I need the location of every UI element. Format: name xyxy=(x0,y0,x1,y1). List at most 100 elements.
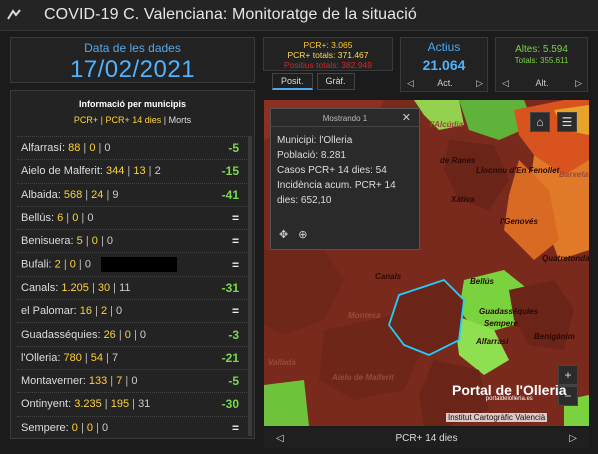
map-label: Sempere xyxy=(484,319,518,328)
deaths-count: 7 xyxy=(112,351,119,364)
list-item[interactable]: Albaida: 568 | 24 | 9 -41 xyxy=(17,182,249,206)
list-item[interactable]: Aielo de Malferit: 344 | 13 | 2 -15 xyxy=(17,159,249,182)
map-label: Barxeta xyxy=(559,170,589,179)
list-item[interactable]: el Palomar: 16 | 2 | 0 = xyxy=(17,299,249,322)
municipality-name: Benisuera: xyxy=(21,235,74,248)
list-item[interactable]: Bufali: 2 | 0 | 0 = xyxy=(17,252,249,275)
popup-casos: Casos PCR+ 14 dies: 54 xyxy=(277,165,387,176)
actius-panel: Actius 21.064 ◁ Act. ▷ xyxy=(400,37,488,92)
pcr-count: 88 xyxy=(68,142,81,155)
map-label: Montesa xyxy=(348,311,381,320)
pcr-14-count: 30 xyxy=(97,281,111,294)
municipality-values: Guadasséquies: 26 | 0 | 0 xyxy=(21,328,147,341)
watermark-logo: Portal de l'Olleria portaldelolleria.es xyxy=(452,382,567,402)
pcr-14-count: 0 xyxy=(124,328,131,341)
list-item[interactable]: Ontinyent: 3.235 | 195 | 31 -30 xyxy=(17,392,249,415)
pcr-count: 0 xyxy=(71,421,78,434)
tab-posit[interactable]: Posit. xyxy=(272,73,313,90)
pcr-14-count: 54 xyxy=(90,351,104,364)
pcr-count: 133 xyxy=(88,375,108,388)
list-item[interactable]: Sempere: 0 | 0 | 0 = xyxy=(17,415,249,438)
list-scrollbar[interactable] xyxy=(248,136,252,436)
popup-tools: ✥ ⊕ xyxy=(279,228,307,241)
map-label: de Ranes xyxy=(440,156,476,165)
deaths-count: 0 xyxy=(101,421,109,434)
municipalities-list[interactable]: Alfarrasí: 88 | 0 | 0 -5 Aielo de Malferit… xyxy=(17,136,249,438)
actius-nav: ◁ Act. ▷ xyxy=(407,74,483,92)
trend-delta: -5 xyxy=(228,141,239,156)
map-label: Benigànim xyxy=(534,332,575,341)
app-logo-icon xyxy=(0,0,28,31)
list-item[interactable]: Guadasséquies: 26 | 0 | 0 -3 xyxy=(17,322,249,345)
pan-icon[interactable]: ✥ xyxy=(279,229,289,241)
info-popup: Mostrando 1 ✕ Municipi: l'Olleria Poblac… xyxy=(270,108,420,250)
municipality-name: l'Olleria: xyxy=(21,351,61,364)
list-item[interactable]: l'Olleria: 780 | 54 | 7 -21 xyxy=(17,345,249,369)
pcr-count: 6 xyxy=(57,212,64,225)
municipality-values: Bellús: 6 | 0 | 0 xyxy=(21,212,94,225)
top-bar: COVID-19 C. Valenciana: Monitoratge de l… xyxy=(0,0,598,31)
deaths-count: 0 xyxy=(139,328,147,341)
deaths-count: 11 xyxy=(119,281,131,294)
pcr-14-count: 195 xyxy=(110,398,130,411)
page-title: COVID-19 C. Valenciana: Monitoratge de l… xyxy=(44,6,417,23)
deaths-count: 0 xyxy=(116,305,123,318)
trend-delta: -30 xyxy=(221,397,239,412)
municipality-values: Albaida: 568 | 24 | 9 xyxy=(21,188,119,201)
zoom-to-icon[interactable]: ⊕ xyxy=(298,229,308,241)
trend-delta: -21 xyxy=(221,350,239,365)
chevron-right-icon[interactable]: ▷ xyxy=(569,432,577,444)
trend-delta: = xyxy=(231,257,239,272)
zoom-out-button[interactable]: − xyxy=(558,386,578,406)
actius-prev-icon[interactable]: ◁ xyxy=(407,77,414,88)
trend-delta: -15 xyxy=(221,164,239,179)
pcr-14-count: 7 xyxy=(116,375,123,388)
legend-pcr: PCR+ | PCR+ 14 dies xyxy=(73,115,162,125)
list-item[interactable]: Alfarrasí: 88 | 0 | 0 -5 xyxy=(17,136,249,159)
popup-incidencia-2: dies: 652,10 xyxy=(277,195,332,206)
municipality-name: Montaverner: xyxy=(21,375,86,388)
altes-label: Altes: 5.594 xyxy=(515,44,568,55)
altes-next-icon[interactable]: ▷ xyxy=(575,77,582,88)
zoom-in-button[interactable]: + xyxy=(558,365,578,385)
altes-nav-label: Alt. xyxy=(535,78,549,88)
footer-layer-label: PCR+ 14 dies xyxy=(395,432,458,444)
map-attribution: Institut Cartogràfic Valencià xyxy=(446,413,548,422)
tab-graf[interactable]: Gràf. xyxy=(316,73,355,90)
altes-prev-icon[interactable]: ◁ xyxy=(502,77,509,88)
pcr-count: 3.235 xyxy=(74,398,102,411)
map-label: Llocnou d'En Fenollet xyxy=(476,166,560,175)
layer-list-icon[interactable]: ☰ xyxy=(557,112,577,132)
chevron-left-icon[interactable]: ◁ xyxy=(276,432,284,444)
watermark-name: Portal de l'Olleria xyxy=(452,382,567,398)
trend-delta: -41 xyxy=(221,187,239,202)
list-item[interactable]: Canals: 1.205 | 30 | 11 -31 xyxy=(17,275,249,299)
map-label: l'Genovés xyxy=(500,217,538,226)
close-icon[interactable]: ✕ xyxy=(401,112,411,124)
pcr-14-count: 0 xyxy=(69,258,76,271)
pcr-14-count: 24 xyxy=(91,188,104,201)
municipalities-panel: Informació per municipis PCR+ | PCR+ 14 … xyxy=(10,90,255,439)
popup-header: Mostrando 1 ✕ xyxy=(271,109,419,127)
list-item[interactable]: Bellús: 6 | 0 | 0 = xyxy=(17,205,249,229)
pcr-total: PCR+ totals: 371.467 xyxy=(287,50,369,60)
home-icon[interactable]: ⌂ xyxy=(530,112,550,132)
popup-poblacio: Població: 8.281 xyxy=(277,150,346,161)
actius-next-icon[interactable]: ▷ xyxy=(476,77,483,88)
municipality-values: Ontinyent: 3.235 | 195 | 31 xyxy=(21,398,151,411)
municipality-name: Albaida: xyxy=(21,188,61,201)
list-item[interactable]: Montaverner: 133 | 7 | 0 -5 xyxy=(17,368,249,392)
trend-delta: = xyxy=(231,211,239,226)
list-item[interactable]: Benisuera: 5 | 0 | 0 = xyxy=(17,229,249,252)
municipalities-title: Informació per municipis xyxy=(78,99,187,109)
municipality-values: Benisuera: 5 | 0 | 0 xyxy=(21,235,113,248)
deaths-count: 0 xyxy=(84,258,91,271)
pcr-14-count: 2 xyxy=(100,305,108,318)
municipality-name: Guadasséquies: xyxy=(21,328,101,341)
altes-total: Totals: 355.611 xyxy=(514,56,569,65)
municipality-name: Bufali: xyxy=(21,258,52,271)
popup-incidencia-1: Incidència acum. PCR+ 14 xyxy=(277,180,396,191)
municipalities-legend: PCR+ | PCR+ 14 dies | Morts xyxy=(11,115,254,125)
popup-title: Mostrando 1 xyxy=(322,114,368,123)
municipality-values: el Palomar: 16 | 2 | 0 xyxy=(21,305,123,318)
